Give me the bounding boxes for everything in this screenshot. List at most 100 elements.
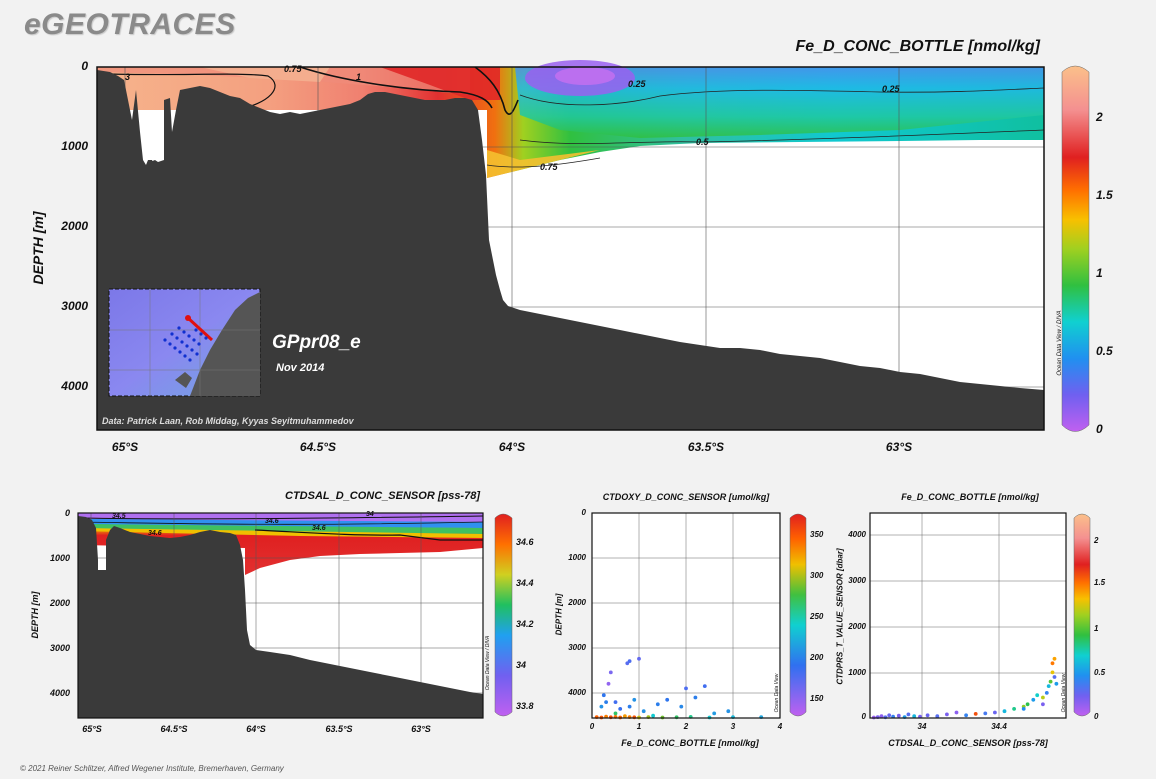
oxy-xtick: 1 <box>636 722 642 731</box>
scatter-point <box>1002 709 1007 714</box>
scatter-point <box>887 713 892 718</box>
scatter-point <box>1012 707 1016 711</box>
main-ytick-2000: 2000 <box>61 219 88 233</box>
scatter-point <box>637 656 641 661</box>
main-ytick-3000: 3000 <box>61 299 88 313</box>
main-ytick-0: 0 <box>81 59 88 73</box>
scatter-point <box>665 697 670 702</box>
oxy-cbar-tick: 150 <box>810 694 824 703</box>
oxy-ytick: 0 <box>581 508 586 517</box>
sal-contour-34.6 <box>254 529 483 541</box>
oxy-ytick: 4000 <box>568 688 586 697</box>
scatter-point <box>1025 702 1030 707</box>
fe-scatter-xlabel: CTDSAL_D_CONC_SENSOR [pss-78] <box>888 738 1048 748</box>
sal-cbar-tick: 34.4 <box>516 578 534 588</box>
scatter-point <box>954 710 959 715</box>
contour-0.25 <box>519 87 1045 106</box>
scatter-point <box>983 711 988 716</box>
fe-cbar-tick: 0 <box>1094 712 1099 721</box>
section-date: Nov 2014 <box>276 362 325 374</box>
main-cbar-tick: 1 <box>1096 266 1103 280</box>
scatter-point <box>1050 670 1055 675</box>
main-xtick-64.5s: 64.5°S <box>299 440 337 454</box>
scatter-point <box>608 715 613 720</box>
scatter-point <box>651 713 655 718</box>
scatter-point <box>693 695 698 700</box>
fe-colorbar <box>1073 513 1091 717</box>
sal-odv-label: Ocean Data View / DIVA <box>485 635 491 691</box>
scatter-point <box>608 670 613 675</box>
contour-label: 3 <box>125 72 131 82</box>
contour-label: 0.25 <box>882 84 900 94</box>
fe-ytick: 1000 <box>848 668 866 677</box>
sal-xtick: 63.5°S <box>325 724 353 734</box>
contour-0.75 <box>109 73 276 111</box>
fe-odv-label: Ocean Data View <box>1061 673 1067 713</box>
section-name: GPpr08_e <box>272 332 361 353</box>
oxy-xtick: 4 <box>777 722 783 731</box>
scatter-point <box>879 714 884 719</box>
scatter-point <box>726 709 731 714</box>
oxy-odv-label: Ocean Data View <box>774 673 780 713</box>
oxy-ytick: 2000 <box>568 598 586 607</box>
scatter-point <box>1046 684 1051 688</box>
scatter-point <box>604 700 608 704</box>
scatter-point <box>964 713 968 718</box>
oxy-xtick: 0 <box>589 722 595 731</box>
scatter-point <box>1041 695 1045 700</box>
oxy-grid <box>592 513 780 718</box>
scatter-point <box>606 681 611 686</box>
low-fe-core <box>555 67 615 85</box>
section-track <box>186 316 214 342</box>
fe-grid <box>870 513 1066 718</box>
sal-ytick: 2000 <box>49 598 70 608</box>
sal-contour-label: 34.6 <box>312 525 326 532</box>
oxy-ytick: 3000 <box>568 643 586 652</box>
scatter-point <box>896 713 901 718</box>
fe-xtick: 34 <box>917 722 927 731</box>
egeotraces-logo: eGEOTRACES <box>24 8 236 41</box>
scatter-point <box>1052 656 1057 661</box>
main-xtick-63s: 63°S <box>885 440 913 454</box>
main-cbar-tick: 0 <box>1096 422 1103 436</box>
main-xtick-64s: 64°S <box>498 440 526 454</box>
copyright-footer: © 2021 Reiner Schlitzer, Alfred Wegener … <box>20 764 284 773</box>
fe-plot-area <box>870 513 1066 718</box>
scatter-point <box>601 693 606 698</box>
contour-1 <box>299 66 493 109</box>
contour-label: 0.25 <box>628 79 646 89</box>
sal-bathymetry <box>78 516 483 718</box>
fe-scatter-title: Fe_D_CONC_BOTTLE [nmol/kg] <box>901 492 1039 502</box>
oxy-xlabel: Fe_D_CONC_BOTTLE [nmol/kg] <box>621 738 759 748</box>
main-bathymetry <box>97 70 1044 430</box>
oxy-ytick: 1000 <box>568 553 586 562</box>
sal-cbar-tick: 34.2 <box>516 619 534 629</box>
sal-xtick: 63°S <box>411 724 431 734</box>
contour-label: 0.75 <box>540 162 558 172</box>
scatter-point <box>655 702 660 707</box>
fe-ytick: 3000 <box>848 576 866 585</box>
mid-fe-band <box>487 150 600 178</box>
station-dots <box>163 326 208 362</box>
fe-ytick: 2000 <box>848 622 866 631</box>
main-cbar-tick: 1.5 <box>1096 188 1113 202</box>
sal-contour-label: 34.5 <box>112 513 126 520</box>
scatter-point <box>1054 681 1059 686</box>
sal-xtick: 64.5°S <box>160 724 188 734</box>
scatter-point <box>1041 702 1045 707</box>
scatter-point <box>613 711 618 716</box>
scatter-point <box>912 714 917 719</box>
main-cbar-tick: 0.5 <box>1096 344 1113 358</box>
data-credits: Data: Patrick Laan, Rob Middag, Kyyas Se… <box>102 416 354 426</box>
oxy-scatter-points <box>594 656 764 720</box>
sal-colorbar <box>494 513 513 717</box>
scatter-point <box>1021 707 1026 711</box>
scatter-point <box>684 686 688 691</box>
scatter-point <box>627 659 632 663</box>
fe-ytick: 0 <box>861 712 866 721</box>
sal-cbar-tick: 34 <box>516 660 527 670</box>
oxy-cbar-tick: 350 <box>810 530 824 539</box>
main-cbar-tick: 2 <box>1096 110 1103 124</box>
sal-contour-label: 34.6 <box>148 530 162 537</box>
